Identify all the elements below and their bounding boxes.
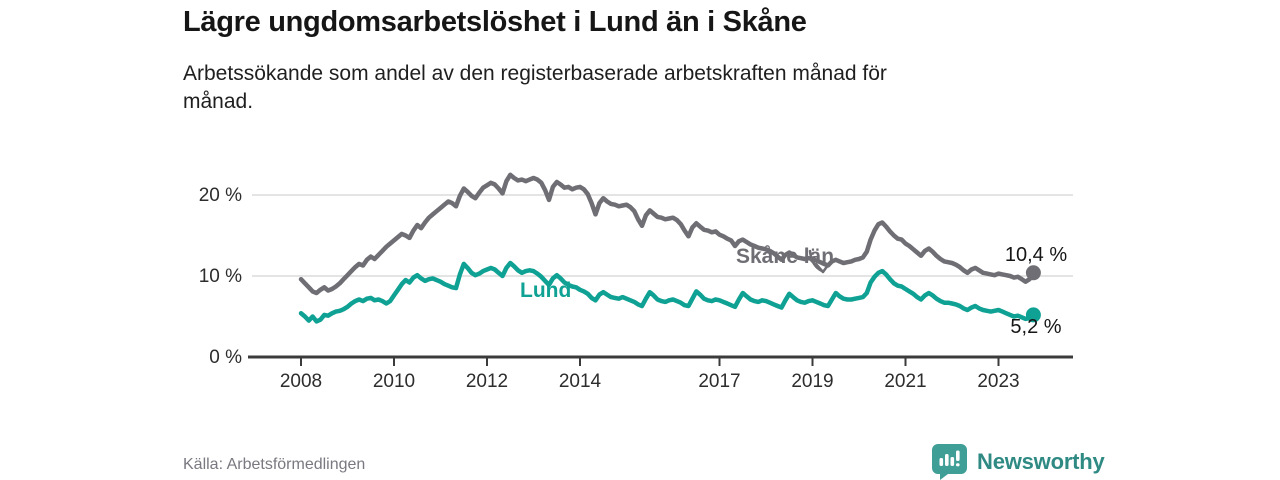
end-value-label-skane: 10,4 % bbox=[1005, 244, 1067, 266]
bar-chart-glyph bbox=[939, 450, 960, 467]
gridlines bbox=[252, 194, 1073, 277]
x-label-2012: 2012 bbox=[466, 371, 508, 392]
annotation-arrow-icon bbox=[808, 249, 831, 274]
series-line-lund bbox=[298, 260, 1036, 324]
x-label-2008: 2008 bbox=[280, 371, 322, 392]
series-end-dot-lund bbox=[1025, 307, 1041, 323]
source-note: Källa: Arbetsförmedlingen bbox=[183, 456, 366, 473]
series-line-skane bbox=[298, 172, 1036, 296]
x-axis-ticks bbox=[300, 357, 1000, 366]
x-label-2019: 2019 bbox=[791, 371, 833, 392]
x-label-2017: 2017 bbox=[698, 371, 740, 392]
x-label-2023: 2023 bbox=[977, 371, 1019, 392]
newsworthy-wordmark: Newsworthy bbox=[977, 448, 1105, 474]
y-label-0pct: 0 % bbox=[209, 347, 242, 368]
y-label-10pct: 10 % bbox=[199, 266, 242, 287]
series-label-lund: Lund bbox=[520, 279, 571, 302]
chart-subtitle-line-1: Arbetssökande som andel av den registerb… bbox=[183, 62, 887, 85]
speech-bubble-shape bbox=[932, 444, 967, 480]
y-label-20pct: 20 % bbox=[199, 185, 242, 206]
series-label-skane: Skåne län bbox=[736, 245, 834, 268]
x-label-2014: 2014 bbox=[559, 371, 602, 392]
x-label-2021: 2021 bbox=[884, 371, 926, 392]
newsworthy-logo: Newsworthy bbox=[931, 443, 1105, 480]
y-axis-labels: 0 % 10 % 20 % bbox=[199, 185, 242, 368]
x-label-2010: 2010 bbox=[373, 371, 415, 392]
newsworthy-speech-bubble-chart-icon bbox=[932, 444, 967, 480]
x-axis-labels: 2008 2010 2012 2014 2017 2019 2021 2023 bbox=[280, 371, 1020, 392]
annotation-arrow-head bbox=[814, 261, 831, 274]
end-value-label-lund: 5,2 % bbox=[1010, 316, 1061, 338]
series-end-dot-skane bbox=[1025, 265, 1041, 281]
chart-title: Lägre ungdomsarbetslöshet i Lund än i Sk… bbox=[183, 6, 807, 38]
chart-subtitle-line-2: månad. bbox=[183, 90, 254, 113]
chart-subtitle: Arbetssökande som andel av den registerb… bbox=[183, 60, 887, 116]
